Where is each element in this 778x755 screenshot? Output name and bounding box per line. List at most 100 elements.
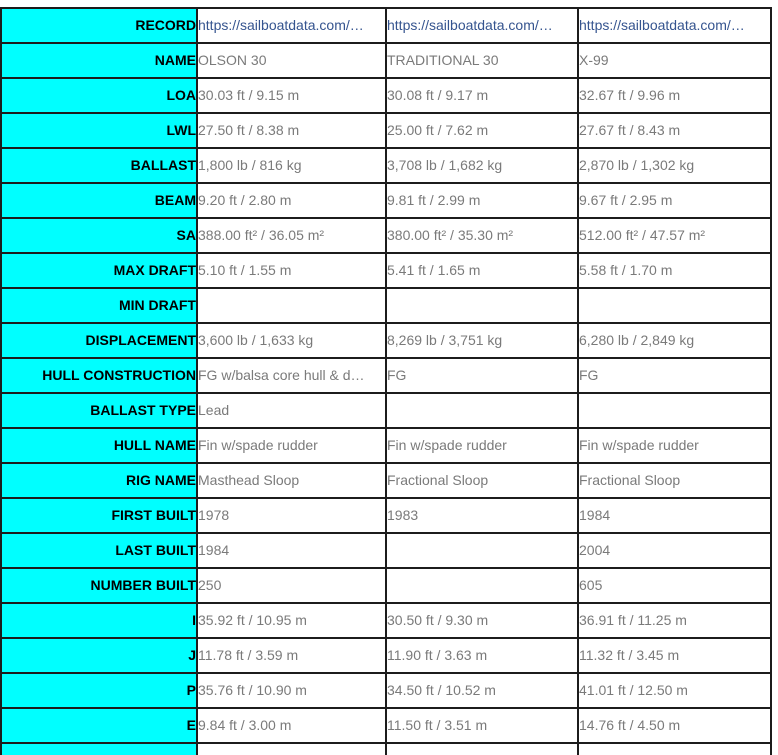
spec-cell: 9.81 ft / 2.99 m [385, 182, 579, 219]
spec-cell: 2,870 lb / 1,302 kg [577, 147, 772, 184]
table-row [0, 742, 772, 755]
spec-cell: https://sailboatdata.com/… [385, 7, 579, 44]
row-label: MAX DRAFT [0, 252, 198, 289]
table-row: DISPLACEMENT 3,600 lb / 1,633 kg 8,269 lb … [0, 322, 772, 359]
row-label: SA [0, 217, 198, 254]
spec-cell: 3,600 lb / 1,633 kg [196, 322, 387, 359]
spec-cell [577, 742, 772, 755]
record-link[interactable]: https://sailboatdata.com/… [198, 17, 364, 33]
table-row: HULL CONSTRUCTION FG w/balsa core hull & … [0, 357, 772, 394]
spec-cell [196, 742, 387, 755]
spec-cell: 32.67 ft / 9.96 m [577, 77, 772, 114]
spec-cell: 250 [196, 567, 387, 604]
row-label: NAME [0, 42, 198, 79]
spec-cell: 35.92 ft / 10.95 m [196, 602, 387, 639]
table-body: RECORD https://sailboatdata.com/… https://… [0, 7, 772, 755]
spec-cell: 9.20 ft / 2.80 m [196, 182, 387, 219]
spec-cell: 1984 [577, 497, 772, 534]
table-row: HULL NAME Fin w/spade rudder Fin w/spade r… [0, 427, 772, 464]
spec-cell: 8,269 lb / 3,751 kg [385, 322, 579, 359]
row-label: BALLAST [0, 147, 198, 184]
spec-cell: 41.01 ft / 12.50 m [577, 672, 772, 709]
spec-cell: 27.67 ft / 8.43 m [577, 112, 772, 149]
row-label: LOA [0, 77, 198, 114]
spec-cell: FG [577, 357, 772, 394]
spec-cell: 34.50 ft / 10.52 m [385, 672, 579, 709]
spec-cell: 512.00 ft² / 47.57 m² [577, 217, 772, 254]
table-row: MIN DRAFT [0, 287, 772, 324]
spec-cell: 5.10 ft / 1.55 m [196, 252, 387, 289]
row-label: FIRST BUILT [0, 497, 198, 534]
table-row: LOA 30.03 ft / 9.15 m 30.08 ft / 9.17 m 32.… [0, 77, 772, 114]
row-label: HULL NAME [0, 427, 198, 464]
row-label: LAST BUILT [0, 532, 198, 569]
spec-cell: 25.00 ft / 7.62 m [385, 112, 579, 149]
row-label: LWL [0, 112, 198, 149]
spec-cell: 11.78 ft / 3.59 m [196, 637, 387, 674]
spec-cell: 14.76 ft / 4.50 m [577, 707, 772, 744]
table-row: LWL 27.50 ft / 8.38 m 25.00 ft / 7.62 m 27.… [0, 112, 772, 149]
spec-cell: Fractional Sloop [577, 462, 772, 499]
table-row: I 35.92 ft / 10.95 m 30.50 ft / 9.30 m 36.9… [0, 602, 772, 639]
spec-cell: 9.67 ft / 2.95 m [577, 182, 772, 219]
spec-cell: 11.50 ft / 3.51 m [385, 707, 579, 744]
spec-cell: TRADITIONAL 30 [385, 42, 579, 79]
table-row: E 9.84 ft / 3.00 m 11.50 ft / 3.51 m 14.76 … [0, 707, 772, 744]
row-label: RIG NAME [0, 462, 198, 499]
sailboat-comparison-table: RECORD https://sailboatdata.com/… https://… [0, 7, 772, 755]
spec-cell: 30.03 ft / 9.15 m [196, 77, 387, 114]
spec-cell: Lead [196, 392, 387, 429]
spec-cell: 6,280 lb / 2,849 kg [577, 322, 772, 359]
spec-cell: 3,708 lb / 1,682 kg [385, 147, 579, 184]
row-label: DISPLACEMENT [0, 322, 198, 359]
row-label: J [0, 637, 198, 674]
row-label: P [0, 672, 198, 709]
spec-cell: Fin w/spade rudder [577, 427, 772, 464]
row-label [0, 742, 198, 755]
table-row: BEAM 9.20 ft / 2.80 m 9.81 ft / 2.99 m 9.67… [0, 182, 772, 219]
spec-cell: https://sailboatdata.com/… [577, 7, 772, 44]
row-label: E [0, 707, 198, 744]
record-link[interactable]: https://sailboatdata.com/… [579, 17, 745, 33]
spec-cell: 5.58 ft / 1.70 m [577, 252, 772, 289]
table-row: P 35.76 ft / 10.90 m 34.50 ft / 10.52 m 41.… [0, 672, 772, 709]
spec-cell: 30.50 ft / 9.30 m [385, 602, 579, 639]
spec-cell: 27.50 ft / 8.38 m [196, 112, 387, 149]
row-label: HULL CONSTRUCTION [0, 357, 198, 394]
spec-cell: Fin w/spade rudder [385, 427, 579, 464]
spec-cell [577, 392, 772, 429]
spec-cell [385, 287, 579, 324]
spec-cell [385, 532, 579, 569]
spec-cell: Masthead Sloop [196, 462, 387, 499]
table-row: BALLAST TYPE Lead [0, 392, 772, 429]
table-row: NAME OLSON 30 TRADITIONAL 30 X-99 [0, 42, 772, 79]
table-row: RIG NAME Masthead Sloop Fractional Sloop Fr… [0, 462, 772, 499]
record-link[interactable]: https://sailboatdata.com/… [387, 17, 553, 33]
spec-cell: FG [385, 357, 579, 394]
spec-cell: 1983 [385, 497, 579, 534]
spec-cell: FG w/balsa core hull & d… [196, 357, 387, 394]
spec-cell: 11.90 ft / 3.63 m [385, 637, 579, 674]
spec-cell: 35.76 ft / 10.90 m [196, 672, 387, 709]
spec-cell: 380.00 ft² / 35.30 m² [385, 217, 579, 254]
spec-cell: 5.41 ft / 1.65 m [385, 252, 579, 289]
row-label: MIN DRAFT [0, 287, 198, 324]
row-label: RECORD [0, 7, 198, 44]
spec-cell [196, 287, 387, 324]
table-row: FIRST BUILT 1978 1983 1984 [0, 497, 772, 534]
row-label: BEAM [0, 182, 198, 219]
spec-cell: 2004 [577, 532, 772, 569]
spec-cell [385, 567, 579, 604]
spec-cell: OLSON 30 [196, 42, 387, 79]
table-row: MAX DRAFT 5.10 ft / 1.55 m 5.41 ft / 1.65 … [0, 252, 772, 289]
table-row: BALLAST 1,800 lb / 816 kg 3,708 lb / 1,682… [0, 147, 772, 184]
spec-cell: 1984 [196, 532, 387, 569]
spec-cell: X-99 [577, 42, 772, 79]
spec-cell [577, 287, 772, 324]
spec-cell: 605 [577, 567, 772, 604]
spec-cell [385, 392, 579, 429]
table-row: RECORD https://sailboatdata.com/… https://… [0, 7, 772, 44]
spec-cell: 11.32 ft / 3.45 m [577, 637, 772, 674]
row-label: BALLAST TYPE [0, 392, 198, 429]
spec-cell: https://sailboatdata.com/… [196, 7, 387, 44]
